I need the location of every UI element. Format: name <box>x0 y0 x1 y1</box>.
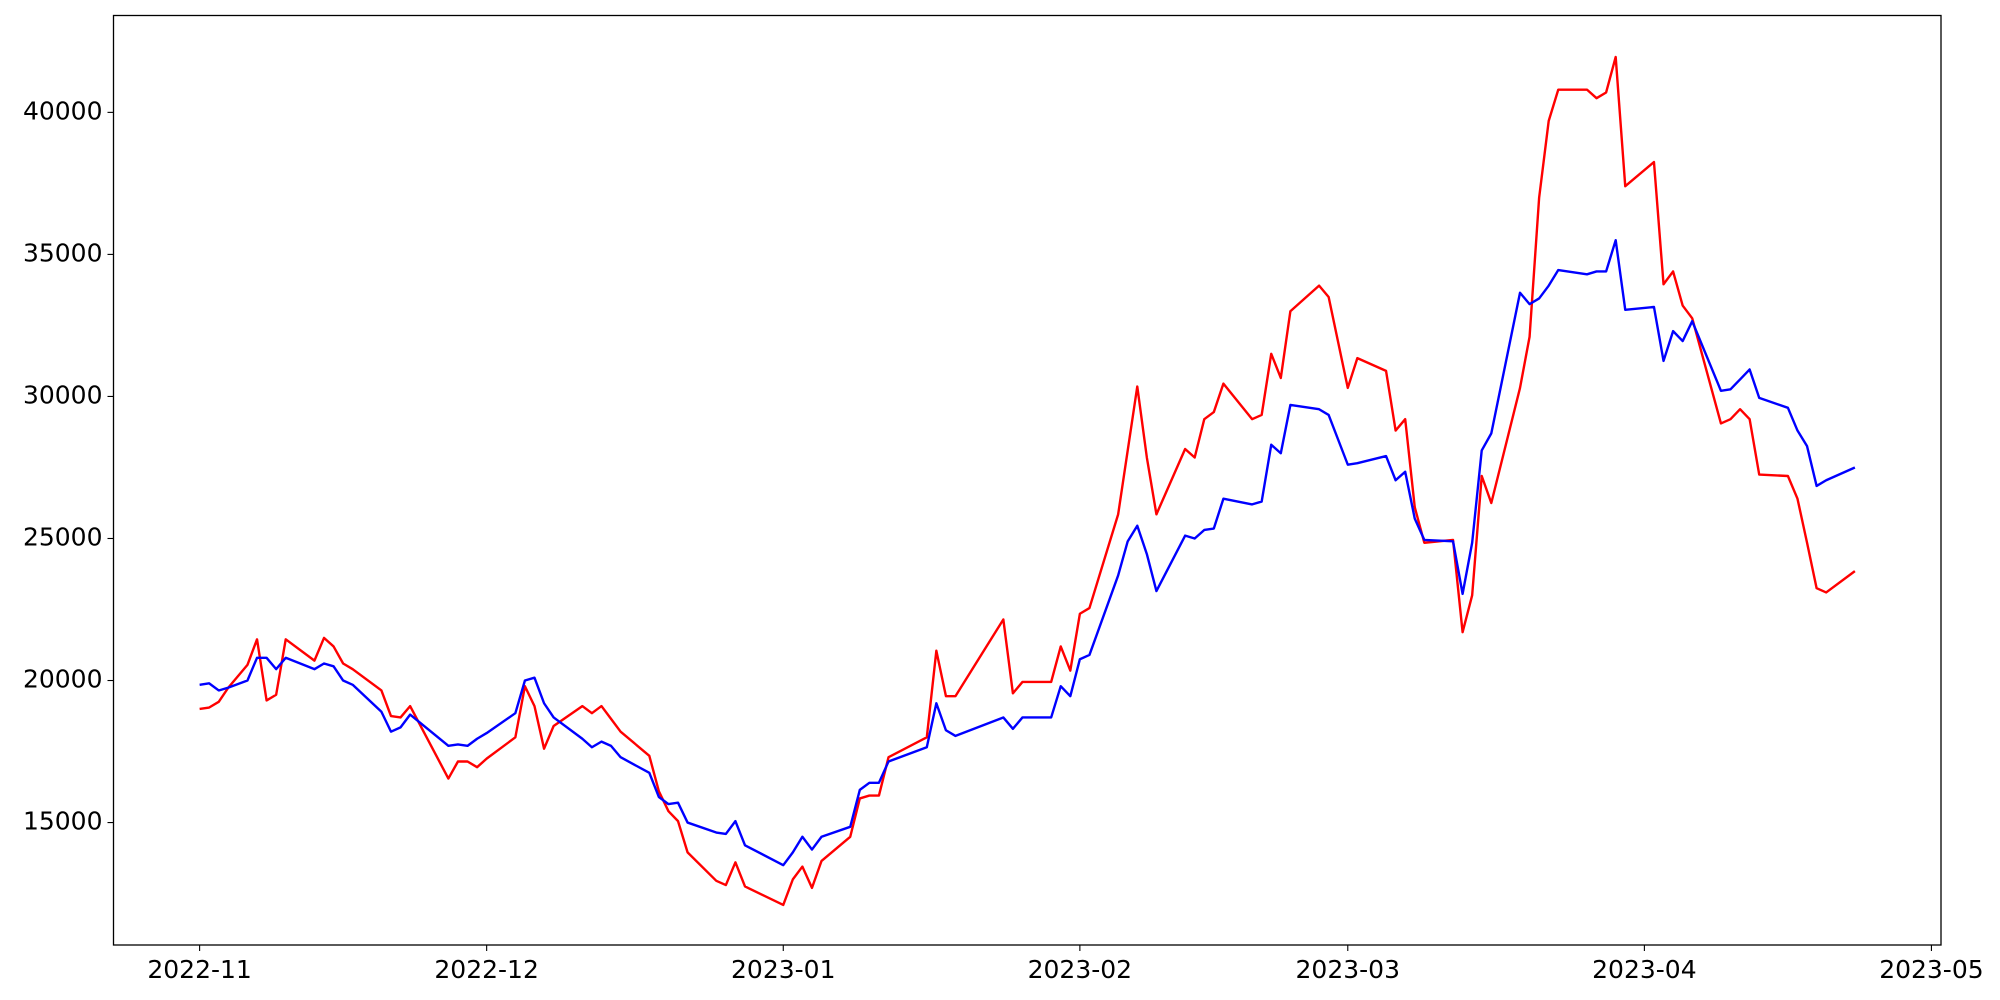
y-tick-label: 15000 <box>23 807 103 836</box>
y-tick-label: 30000 <box>23 380 103 409</box>
y-tick-label: 20000 <box>23 665 103 694</box>
x-tick-label: 2023-01 <box>731 955 835 984</box>
x-tick-label: 2023-05 <box>1879 955 1983 984</box>
x-tick-label: 2022-11 <box>147 955 251 984</box>
x-tick-label: 2023-02 <box>1028 955 1132 984</box>
plot-frame <box>112 14 1942 946</box>
x-tick-label: 2023-03 <box>1296 955 1400 984</box>
y-tick-label: 40000 <box>23 96 103 125</box>
y-tick-label: 35000 <box>23 238 103 267</box>
series-line <box>199 55 1856 907</box>
x-tick-label: 2022-12 <box>434 955 538 984</box>
y-tick-label: 25000 <box>23 522 103 551</box>
x-tick-label: 2023-04 <box>1592 955 1696 984</box>
series-line <box>199 239 1856 867</box>
